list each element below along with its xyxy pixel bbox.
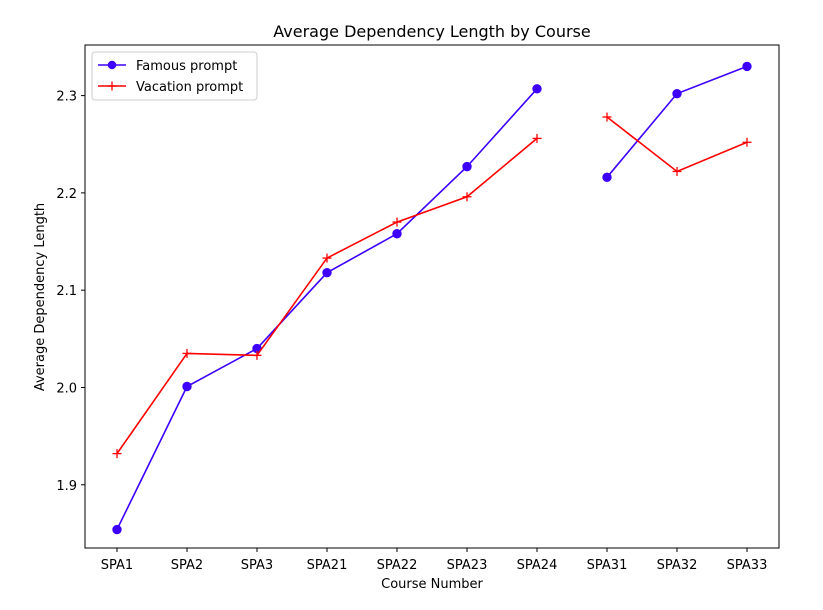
data-point xyxy=(462,192,472,202)
data-point xyxy=(672,88,682,99)
data-point xyxy=(182,381,192,392)
x-tick-label: SPA33 xyxy=(727,558,768,573)
legend-item: Vacation prompt xyxy=(98,80,243,95)
y-tick-label: 2.2 xyxy=(56,187,77,202)
data-point xyxy=(462,161,472,172)
data-point xyxy=(532,133,542,143)
legend-marker xyxy=(107,60,117,70)
series-layer xyxy=(112,61,752,535)
plot-frame xyxy=(84,44,780,549)
x-tick-label: SPA24 xyxy=(517,558,558,573)
data-point xyxy=(742,61,752,72)
data-point xyxy=(112,449,122,459)
data-point xyxy=(672,166,682,176)
data-point xyxy=(602,172,612,183)
legend-item: Famous prompt xyxy=(98,59,237,74)
chart-title: Average Dependency Length by Course xyxy=(273,22,590,41)
x-tick-label: SPA21 xyxy=(307,558,348,573)
series-vacation-prompt xyxy=(112,112,752,459)
y-tick-label: 2.3 xyxy=(56,90,77,105)
data-point xyxy=(392,217,402,227)
y-tick-label: 1.9 xyxy=(56,479,77,494)
y-tick-label: 2.1 xyxy=(56,284,77,299)
x-tick-label: SPA22 xyxy=(377,558,418,573)
legend: Famous prompt Vacation prompt xyxy=(91,51,258,101)
y-axis-label: Average Dependency Length xyxy=(33,203,48,391)
y-tick-label: 2.0 xyxy=(56,381,77,396)
data-point xyxy=(602,112,612,122)
x-tick-label: SPA31 xyxy=(587,558,628,573)
data-point xyxy=(742,137,752,147)
data-point xyxy=(532,84,542,94)
data-point xyxy=(112,524,122,535)
x-tick-label: SPA23 xyxy=(447,558,488,573)
x-axis-label: Course Number xyxy=(381,577,483,592)
data-point xyxy=(392,229,402,239)
data-point xyxy=(322,267,332,278)
legend-label: Vacation prompt xyxy=(136,80,243,95)
x-tick-label: SPA1 xyxy=(101,558,133,573)
series-famous-prompt xyxy=(112,61,752,535)
x-tick-label: SPA2 xyxy=(171,558,203,573)
x-tick-label: SPA3 xyxy=(241,558,273,573)
y-axis: 1.9 2.0 2.1 2.2 2.3 xyxy=(56,90,85,494)
data-point xyxy=(252,350,262,360)
x-tick-label: SPA32 xyxy=(657,558,698,573)
plot-area xyxy=(84,44,780,549)
legend-box xyxy=(91,51,258,101)
x-axis: SPA1 SPA2 SPA3 SPA21 SPA22 SPA23 SPA24 SPA31 SPA… xyxy=(101,548,768,573)
data-point xyxy=(322,253,332,263)
data-point xyxy=(182,348,192,358)
legend-label: Famous prompt xyxy=(136,59,237,74)
